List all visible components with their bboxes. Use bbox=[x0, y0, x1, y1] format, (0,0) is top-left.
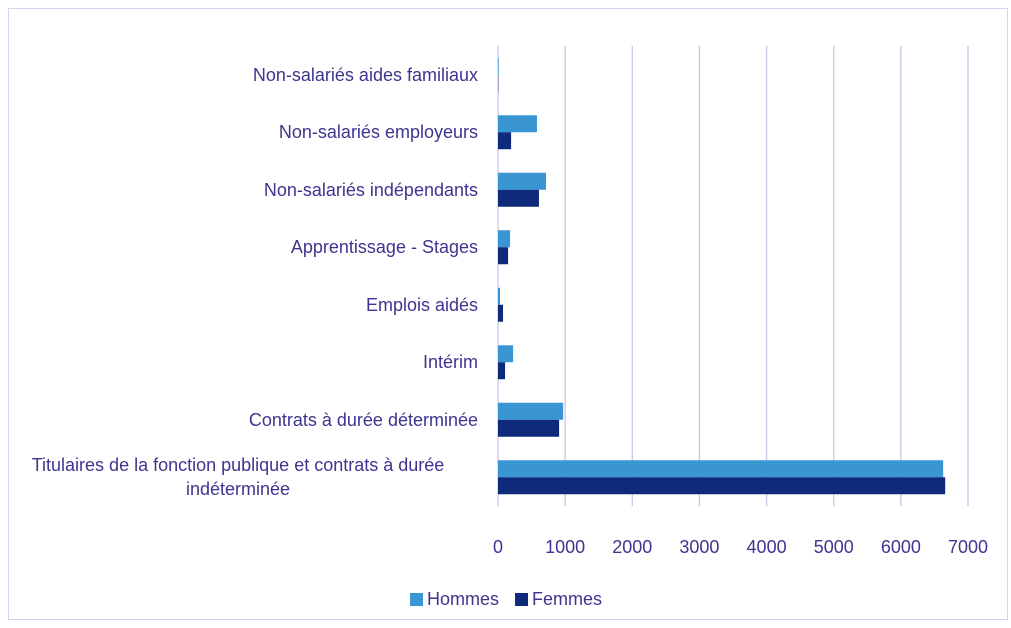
category-label: Intérim bbox=[422, 352, 478, 373]
legend-label: Hommes bbox=[427, 589, 499, 609]
category-label: Non-salariés employeurs bbox=[278, 122, 478, 143]
x-tick-label: 4000 bbox=[747, 537, 787, 557]
bar bbox=[498, 345, 514, 363]
x-tick-label: 7000 bbox=[948, 537, 988, 557]
chart-border bbox=[8, 8, 1008, 620]
bar bbox=[498, 247, 509, 265]
bar bbox=[498, 172, 547, 190]
bar bbox=[498, 460, 944, 478]
category-label: Non-salariés aides familiaux bbox=[252, 64, 478, 85]
category-label: Apprentissage - Stages bbox=[290, 237, 478, 258]
bar bbox=[498, 477, 946, 495]
bar bbox=[498, 115, 537, 133]
legend-swatch bbox=[410, 593, 423, 606]
legend-label: Femmes bbox=[532, 589, 602, 609]
category-label: Contrats à durée déterminée bbox=[248, 409, 478, 430]
x-tick-label: 6000 bbox=[881, 537, 921, 557]
bar bbox=[498, 57, 499, 75]
category-label: Non-salariés indépendants bbox=[263, 179, 478, 200]
bar bbox=[498, 304, 504, 322]
x-tick-label: 1000 bbox=[545, 537, 585, 557]
x-tick-label: 0 bbox=[493, 537, 503, 557]
legend-swatch bbox=[515, 593, 529, 606]
category-label: Titulaires de la fonction publique et co… bbox=[31, 455, 445, 500]
x-tick-label: 3000 bbox=[679, 537, 719, 557]
bar bbox=[498, 132, 512, 150]
category-label: Emplois aidés bbox=[365, 294, 478, 315]
bar bbox=[498, 419, 560, 437]
bar bbox=[498, 362, 506, 380]
bar bbox=[498, 287, 501, 305]
x-tick-label: 5000 bbox=[814, 537, 854, 557]
bar bbox=[498, 189, 539, 207]
bar bbox=[498, 230, 511, 248]
bar bbox=[498, 402, 564, 420]
x-tick-label: 2000 bbox=[612, 537, 652, 557]
